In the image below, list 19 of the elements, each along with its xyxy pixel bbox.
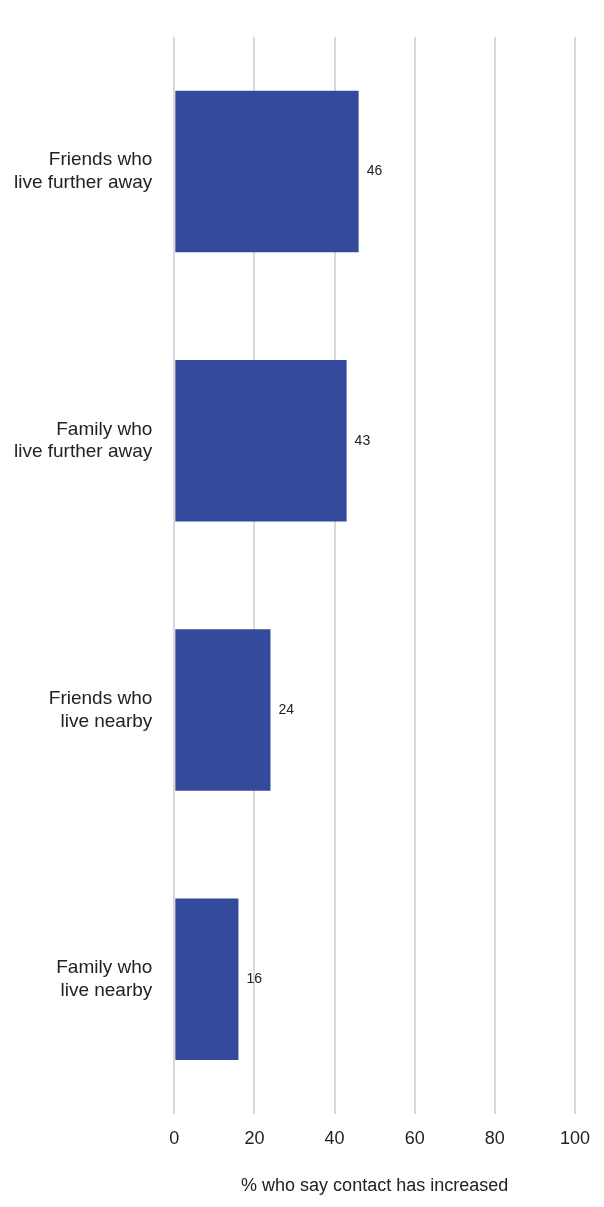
x-tick-label: 100 xyxy=(559,1127,591,1148)
x-tick-label: 60 xyxy=(404,1127,425,1148)
y-tick-label: Friends who live nearby xyxy=(48,686,153,731)
data-label: 24 xyxy=(278,700,295,717)
x-axis-title: % who say contact has increased xyxy=(241,1175,509,1196)
bar xyxy=(175,90,359,253)
y-tick-label: Family who live nearby xyxy=(56,956,153,1000)
x-tick-label: 20 xyxy=(244,1127,265,1148)
x-tick-label: 40 xyxy=(324,1127,345,1148)
data-label: 43 xyxy=(354,431,371,448)
x-tick-label: 80 xyxy=(484,1127,505,1148)
bar xyxy=(175,629,271,791)
y-tick-label: Friends who live further away xyxy=(13,148,153,193)
x-tick-label: 0 xyxy=(169,1127,180,1148)
data-label: 46 xyxy=(366,162,383,179)
y-tick-label: Family who live further away xyxy=(13,417,153,462)
bar xyxy=(175,359,347,522)
bar xyxy=(175,898,239,1060)
data-label: 16 xyxy=(246,970,263,987)
